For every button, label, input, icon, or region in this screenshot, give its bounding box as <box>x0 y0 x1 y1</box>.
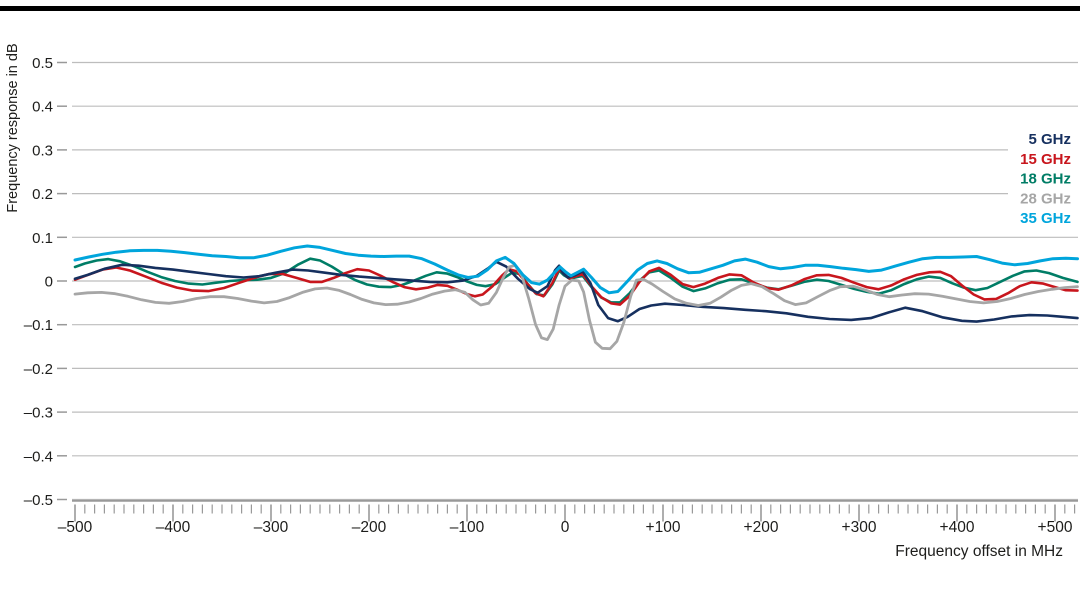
x-tick-label: –300 <box>254 519 289 536</box>
y-tick-label: 0 <box>45 274 53 291</box>
x-axis-title: Frequency offset in MHz <box>895 543 1063 560</box>
legend-label-35-ghz: 35 GHz <box>1020 210 1071 227</box>
y-tick-label: 0.4 <box>32 99 53 116</box>
legend-label-28-ghz: 28 GHz <box>1020 190 1071 207</box>
y-tick-label: 0.3 <box>32 142 53 159</box>
y-tick-label: –0.4 <box>24 448 53 465</box>
y-tick-label: 0.1 <box>32 230 53 247</box>
legend-label-18-ghz: 18 GHz <box>1020 171 1071 188</box>
x-tick-label: –200 <box>352 519 387 536</box>
series-line-35-ghz <box>73 244 1079 295</box>
x-tick-label: –100 <box>450 519 485 536</box>
y-tick-label: 0.5 <box>32 55 53 72</box>
x-tick-label: +100 <box>646 519 681 536</box>
y-tick-label: –0.3 <box>24 405 53 422</box>
y-tick-label: –0.1 <box>24 317 53 334</box>
legend-label-5-ghz: 5 GHz <box>1028 131 1071 148</box>
y-tick-label: 0.2 <box>32 186 53 203</box>
y-tick-label: –0.2 <box>24 361 53 378</box>
x-tick-label: +300 <box>842 519 877 536</box>
y-axis-title: Frequency response in dB <box>5 43 21 212</box>
x-tick-label: +500 <box>1038 519 1073 536</box>
top-rule <box>0 6 1080 11</box>
x-tick-label: +200 <box>744 519 779 536</box>
series-line-28-ghz <box>73 263 1079 351</box>
legend-background <box>1008 126 1080 228</box>
x-tick-label: –500 <box>58 519 93 536</box>
series-line-5-ghz <box>73 260 1079 323</box>
legend-label-15-ghz: 15 GHz <box>1020 151 1071 168</box>
x-tick-label: –400 <box>156 519 191 536</box>
y-tick-label: –0.5 <box>24 492 53 509</box>
x-tick-label: 0 <box>561 519 570 536</box>
x-tick-label: +400 <box>940 519 975 536</box>
